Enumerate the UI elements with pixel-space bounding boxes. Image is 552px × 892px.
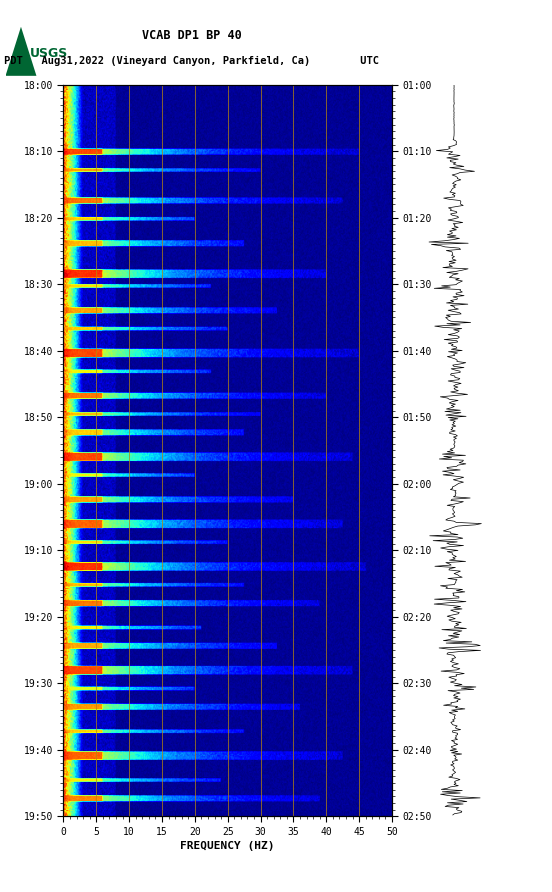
Polygon shape (6, 27, 36, 76)
Text: USGS: USGS (30, 47, 68, 61)
Text: VCAB DP1 BP 40: VCAB DP1 BP 40 (142, 29, 241, 42)
X-axis label: FREQUENCY (HZ): FREQUENCY (HZ) (181, 841, 275, 851)
Text: PDT   Aug31,2022 (Vineyard Canyon, Parkfield, Ca)        UTC: PDT Aug31,2022 (Vineyard Canyon, Parkfie… (4, 56, 379, 66)
